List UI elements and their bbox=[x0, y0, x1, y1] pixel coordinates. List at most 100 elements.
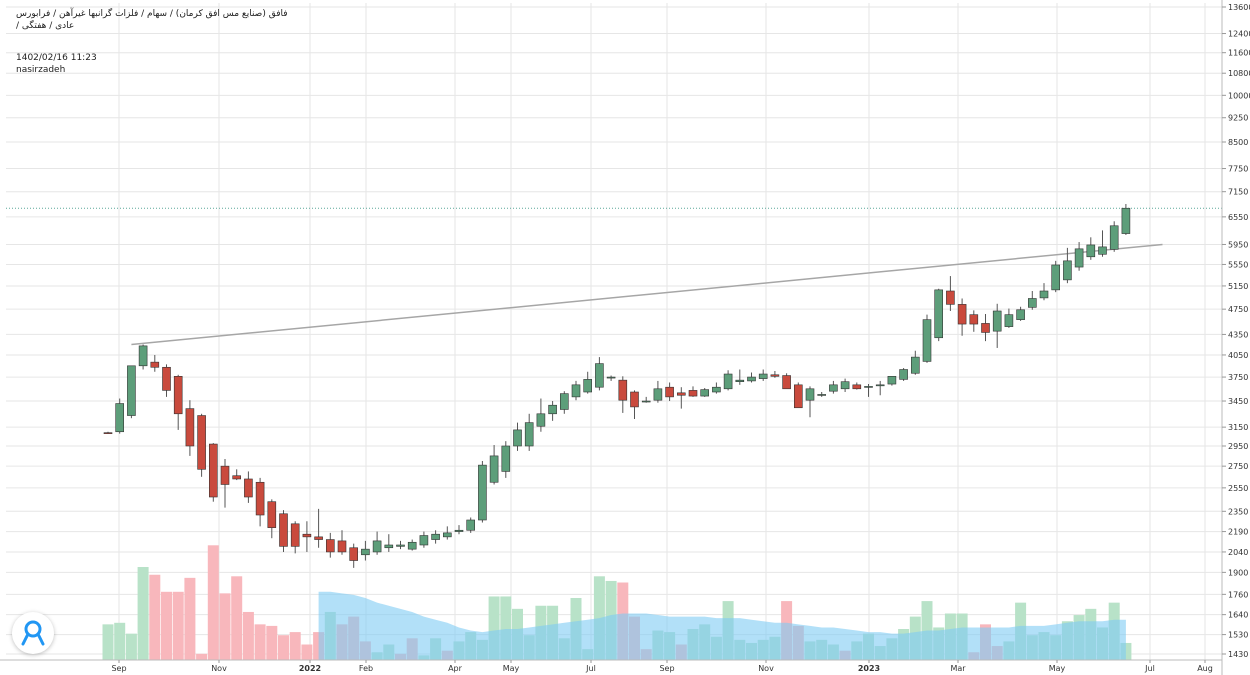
candle bbox=[770, 371, 780, 378]
price-tick-label: 1530 bbox=[1228, 631, 1248, 640]
volume-bar bbox=[266, 625, 278, 660]
candle bbox=[302, 521, 312, 552]
trendline bbox=[131, 243, 1163, 346]
candle-body bbox=[606, 376, 616, 379]
candle-body bbox=[758, 373, 768, 379]
candle-body bbox=[899, 369, 908, 380]
candle-body bbox=[700, 389, 710, 397]
candle bbox=[513, 422, 522, 451]
candle-body bbox=[396, 544, 405, 547]
candle-body bbox=[559, 393, 569, 410]
time-tick-label: Aug bbox=[1197, 664, 1213, 673]
volume-bar bbox=[161, 591, 172, 660]
price-tick-label: 7150 bbox=[1228, 188, 1248, 197]
price-tick-label: 1900 bbox=[1228, 568, 1248, 577]
symbol-subtitle: عادی / هفتگی / bbox=[16, 21, 75, 31]
candle-body bbox=[524, 422, 534, 447]
time-tick-label: 2022 bbox=[299, 664, 321, 673]
price-tick-label: 10000 bbox=[1228, 91, 1250, 100]
candle bbox=[162, 364, 171, 397]
candle bbox=[1109, 221, 1119, 252]
candle bbox=[407, 539, 417, 551]
candle bbox=[372, 531, 382, 555]
symbol-info: فافق (صنایع مس افق کرمان) / سهام / فلزات… bbox=[16, 8, 288, 32]
candle-body bbox=[1051, 264, 1060, 291]
volume-bar bbox=[488, 596, 500, 660]
candle-body bbox=[630, 391, 639, 408]
candle bbox=[220, 458, 230, 508]
candle bbox=[630, 390, 639, 420]
candle-body bbox=[805, 388, 815, 401]
candle-body bbox=[279, 513, 288, 547]
candle-body bbox=[255, 481, 265, 516]
candle bbox=[115, 398, 124, 434]
logo[interactable] bbox=[12, 612, 54, 654]
candle bbox=[782, 373, 791, 390]
price-tick-label: 2190 bbox=[1228, 528, 1248, 537]
time-tick-label: May bbox=[503, 664, 520, 673]
time-tick-label: Nov bbox=[211, 664, 227, 673]
candle bbox=[103, 431, 113, 434]
candle bbox=[1086, 237, 1096, 260]
candle bbox=[899, 368, 908, 381]
candle bbox=[910, 350, 920, 375]
volume-bar bbox=[500, 596, 512, 660]
candle-body bbox=[220, 465, 230, 485]
candle bbox=[852, 382, 862, 390]
candle bbox=[279, 510, 288, 552]
time-tick-label: Nov bbox=[758, 664, 774, 673]
time-tick-label: Jul bbox=[585, 664, 596, 673]
logo-icon bbox=[21, 620, 45, 646]
candle-body bbox=[1074, 248, 1084, 268]
candle-body bbox=[173, 376, 183, 415]
candle bbox=[817, 392, 827, 397]
candle-body bbox=[162, 366, 171, 391]
candles bbox=[103, 204, 1131, 568]
candle-body bbox=[372, 540, 382, 553]
candle bbox=[735, 369, 745, 385]
candle bbox=[244, 471, 253, 503]
price-tick-label: 6550 bbox=[1228, 213, 1248, 222]
candle-body bbox=[232, 475, 241, 480]
price-tick-label: 2040 bbox=[1228, 548, 1248, 557]
candle bbox=[384, 534, 394, 552]
candle bbox=[478, 460, 487, 523]
candle-body bbox=[992, 310, 1002, 332]
volume-bar bbox=[254, 624, 266, 660]
candle-body bbox=[981, 323, 990, 333]
candle bbox=[665, 382, 674, 402]
candle-body bbox=[665, 386, 674, 398]
candle bbox=[419, 531, 429, 548]
candle bbox=[676, 387, 686, 409]
candle-body bbox=[829, 384, 838, 392]
candle-body bbox=[1086, 244, 1096, 258]
time-tick-label: 2023 bbox=[858, 664, 880, 673]
candle-body bbox=[489, 455, 499, 483]
candle-body bbox=[1121, 207, 1131, 234]
candle-body bbox=[1028, 298, 1037, 308]
price-tick-label: 2750 bbox=[1228, 462, 1248, 471]
candle-body bbox=[185, 408, 195, 447]
price-tick-label: 2350 bbox=[1228, 507, 1248, 516]
candle bbox=[700, 387, 710, 397]
candle-body bbox=[618, 379, 628, 401]
candle bbox=[1074, 242, 1084, 271]
price-tick-label: 5550 bbox=[1228, 260, 1248, 269]
candle-body bbox=[571, 384, 581, 398]
candle bbox=[606, 375, 616, 381]
candle-body bbox=[735, 379, 745, 383]
candle-body bbox=[887, 376, 897, 385]
candle bbox=[793, 382, 803, 409]
candle-body bbox=[852, 384, 862, 390]
candle-body bbox=[454, 529, 464, 532]
candle-body bbox=[419, 535, 429, 546]
candle-body bbox=[583, 379, 593, 393]
candle bbox=[349, 543, 359, 568]
volume-bar bbox=[242, 611, 254, 660]
price-tick-label: 4750 bbox=[1228, 305, 1248, 314]
candle-body bbox=[969, 314, 979, 325]
candle-body bbox=[688, 390, 698, 397]
candle bbox=[138, 344, 148, 370]
